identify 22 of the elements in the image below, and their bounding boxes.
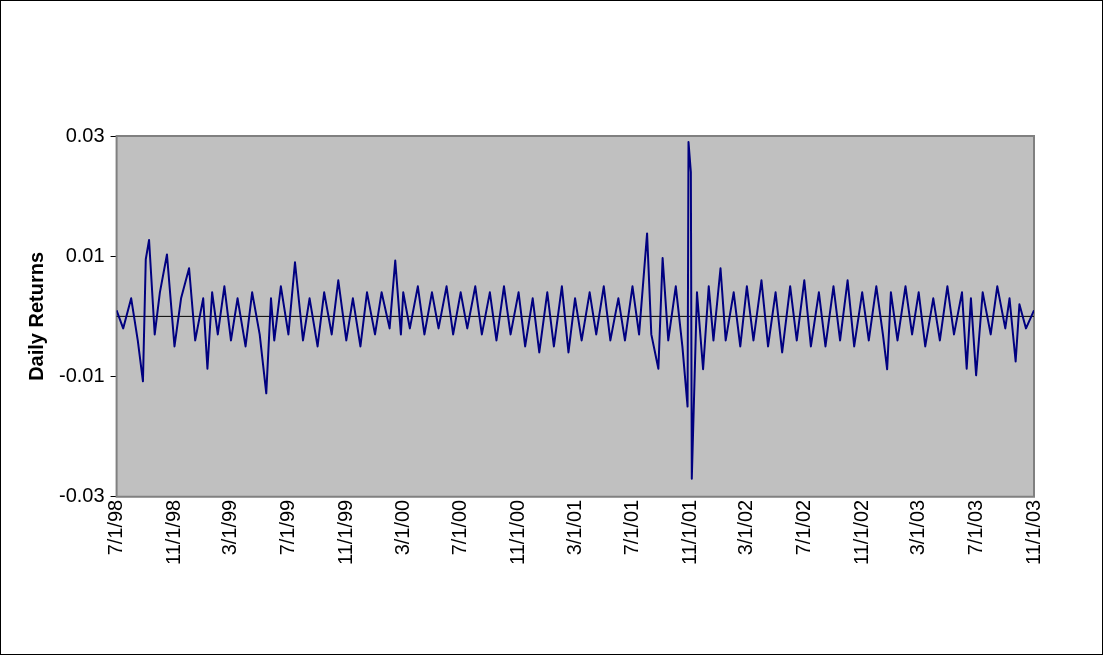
x-tick-label: 11/1/99 [333, 499, 356, 566]
y-tick-label: 0.03 [65, 123, 105, 146]
y-tick-label: -0.03 [58, 484, 105, 507]
x-tick-label: 11/1/98 [162, 499, 184, 566]
x-tick-label: 7/1/99 [275, 499, 298, 556]
x-tick-label: 7/1/01 [620, 499, 642, 556]
x-tick-label: 7/1/02 [791, 499, 814, 556]
y-tick-label: -0.01 [58, 364, 105, 387]
x-tick-label: 7/1/98 [104, 499, 127, 556]
y-axis-title: Daily Returns [24, 251, 47, 381]
x-tick-label: 3/1/03 [906, 499, 929, 556]
y-tick-label: 0.01 [65, 243, 105, 266]
x-tick-label: 11/1/02 [849, 499, 872, 566]
x-tick-label: 11/1/00 [506, 499, 529, 566]
x-tick-label: 7/1/00 [448, 499, 471, 556]
x-tick-label: 3/1/02 [734, 499, 757, 556]
x-tick-label: 7/1/03 [963, 499, 986, 556]
x-tick-label: 3/1/01 [562, 499, 585, 556]
x-tick-label: 3/1/00 [390, 499, 413, 556]
x-tick-label: 11/1/01 [677, 499, 700, 566]
x-tick-label: 11/1/03 [1021, 499, 1044, 566]
x-tick-label: 3/1/99 [218, 499, 241, 556]
